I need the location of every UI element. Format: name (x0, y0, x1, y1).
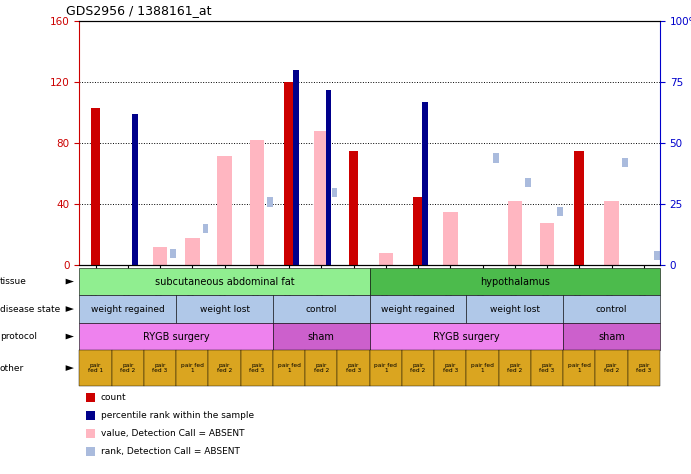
Bar (332, 188, 337, 197)
Bar (314, 131, 328, 265)
Text: sham: sham (308, 331, 334, 342)
Text: pair
fed 2: pair fed 2 (507, 363, 522, 374)
Bar (654, 251, 660, 260)
Text: sham: sham (598, 331, 625, 342)
Bar (293, 71, 299, 80)
Bar (349, 151, 359, 265)
Text: other: other (0, 364, 24, 373)
Text: pair
fed 3: pair fed 3 (540, 363, 555, 374)
Bar (171, 249, 176, 258)
Text: pair fed
1: pair fed 1 (181, 363, 204, 374)
Bar (507, 201, 522, 265)
Bar (525, 178, 531, 187)
Bar (558, 207, 563, 216)
Text: protocol: protocol (0, 332, 37, 341)
Text: GDS2956 / 1388161_at: GDS2956 / 1388161_at (66, 4, 211, 17)
Text: weight regained: weight regained (91, 305, 164, 313)
Bar (249, 140, 264, 265)
Bar (574, 151, 584, 265)
Text: weight lost: weight lost (490, 305, 540, 313)
Bar (202, 224, 209, 233)
Bar (325, 90, 331, 99)
Text: percentile rank within the sample: percentile rank within the sample (101, 411, 254, 420)
Bar (267, 197, 273, 207)
Text: pair
fed 3: pair fed 3 (636, 363, 652, 374)
Text: rank, Detection Call = ABSENT: rank, Detection Call = ABSENT (101, 447, 240, 456)
Text: weight regained: weight regained (381, 305, 455, 313)
Bar (622, 158, 627, 167)
Text: RYGB surgery: RYGB surgery (143, 331, 209, 342)
Text: disease state: disease state (0, 305, 60, 313)
Text: pair fed
1: pair fed 1 (278, 363, 301, 374)
Text: pair
fed 3: pair fed 3 (153, 363, 168, 374)
Bar (293, 75, 299, 265)
Bar (422, 102, 428, 111)
Text: value, Detection Call = ABSENT: value, Detection Call = ABSENT (101, 429, 245, 438)
Bar (379, 253, 393, 265)
Text: weight lost: weight lost (200, 305, 249, 313)
Text: pair
fed 1: pair fed 1 (88, 363, 103, 374)
Text: pair
fed 2: pair fed 2 (410, 363, 426, 374)
Bar (413, 197, 423, 265)
Bar (132, 119, 138, 265)
Bar (325, 95, 331, 265)
Text: control: control (596, 305, 627, 313)
Text: hypothalamus: hypothalamus (480, 276, 550, 287)
Bar (540, 223, 554, 265)
Text: control: control (305, 305, 337, 313)
Text: pair fed
1: pair fed 1 (471, 363, 494, 374)
Text: subcutaneous abdominal fat: subcutaneous abdominal fat (155, 276, 294, 287)
Text: pair
fed 2: pair fed 2 (217, 363, 232, 374)
Text: RYGB surgery: RYGB surgery (433, 331, 500, 342)
Bar (284, 82, 294, 265)
Bar (153, 247, 167, 265)
Bar (91, 108, 100, 265)
Text: pair fed
1: pair fed 1 (375, 363, 397, 374)
Bar (443, 212, 457, 265)
Bar (217, 155, 231, 265)
Bar (132, 114, 138, 124)
Text: pair
fed 2: pair fed 2 (120, 363, 135, 374)
Text: pair
fed 3: pair fed 3 (443, 363, 458, 374)
Bar (185, 238, 200, 265)
Text: pair fed
1: pair fed 1 (568, 363, 591, 374)
Bar (493, 154, 499, 163)
Bar (422, 107, 428, 265)
Text: tissue: tissue (0, 277, 27, 286)
Text: pair
fed 3: pair fed 3 (346, 363, 361, 374)
Text: pair
fed 3: pair fed 3 (249, 363, 265, 374)
Text: pair
fed 2: pair fed 2 (314, 363, 329, 374)
Text: pair
fed 2: pair fed 2 (604, 363, 619, 374)
Text: count: count (101, 393, 126, 402)
Bar (604, 201, 618, 265)
